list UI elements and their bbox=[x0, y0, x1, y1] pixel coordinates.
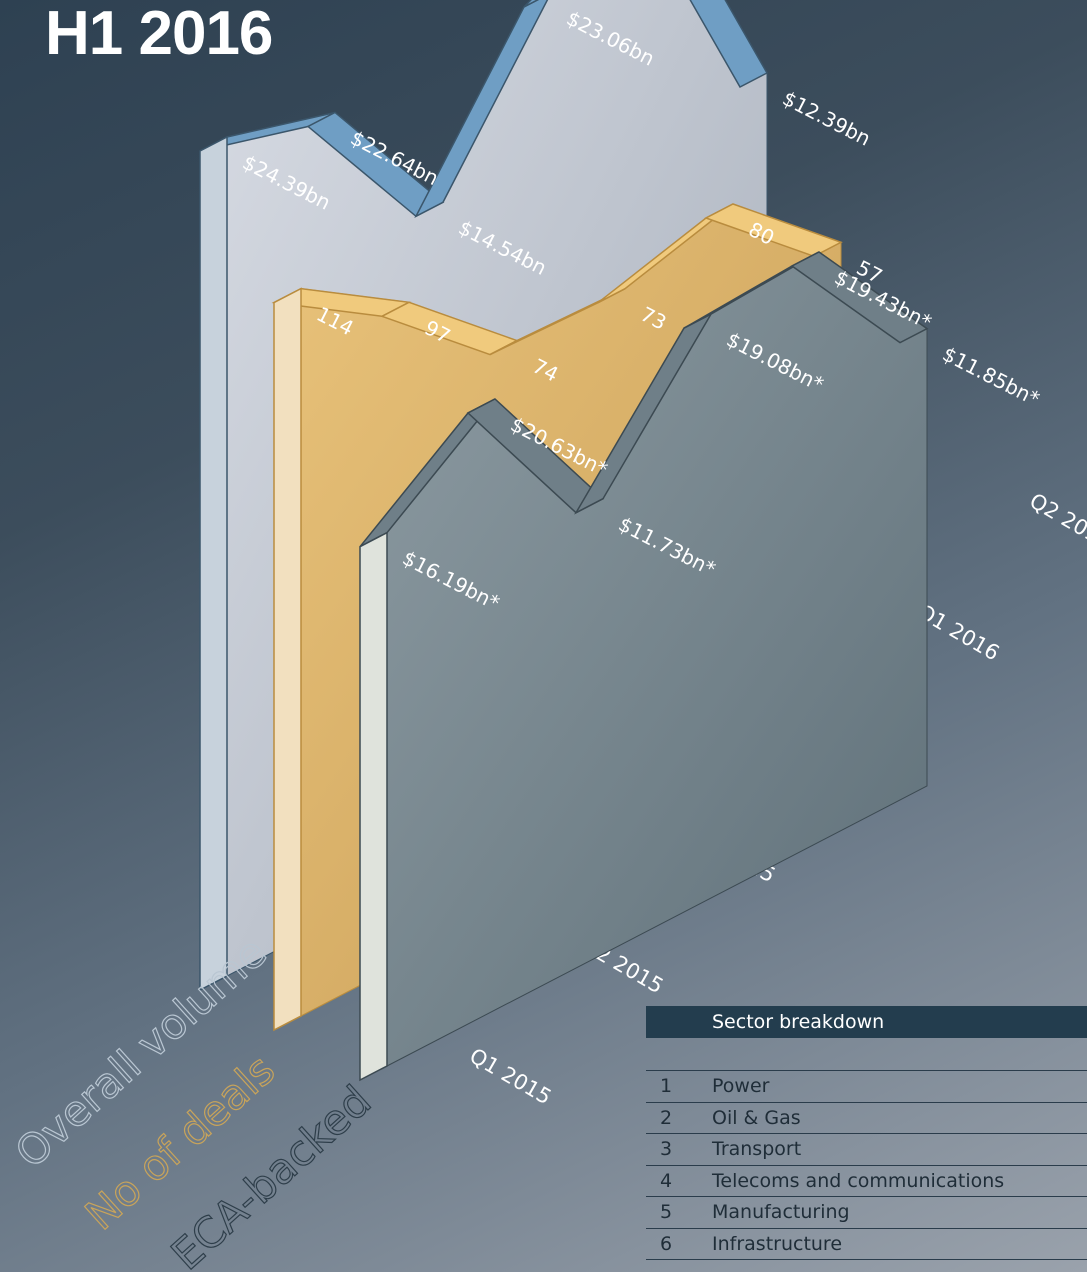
sector-row: 3 Transport bbox=[646, 1134, 1087, 1166]
value-label-0-5: $12.39bn bbox=[779, 86, 875, 151]
sector-number: 2 bbox=[660, 1106, 673, 1129]
quarter-label-0: Q1 2015 bbox=[466, 1044, 556, 1110]
sector-number: 3 bbox=[660, 1138, 673, 1161]
sector-breakdown-header: Sector breakdown bbox=[646, 1006, 1087, 1038]
wall-front-1 bbox=[273, 287, 302, 1032]
sector-row: 6 Infrastructure bbox=[646, 1229, 1087, 1260]
sector-name: Telecoms and communications bbox=[712, 1169, 1005, 1192]
wall-front-2 bbox=[359, 531, 388, 1082]
sector-row: 1 Power bbox=[646, 1071, 1087, 1103]
wall-top-0-3 bbox=[523, 0, 539, 8]
quarter-label-5: Q2 2016 bbox=[1026, 489, 1087, 555]
wall-top-0-4 bbox=[689, 0, 769, 88]
page-title: H1 2016 bbox=[45, 0, 273, 68]
sector-row: 4 Telecoms and communications bbox=[646, 1166, 1087, 1197]
sector-number: 1 bbox=[660, 1075, 673, 1098]
wall-top-0-2 bbox=[414, 0, 549, 219]
sector-row: 5 Manufacturing bbox=[646, 1197, 1087, 1229]
sector-name: Oil & Gas bbox=[712, 1106, 801, 1129]
value-label-2-5: $11.85bn* bbox=[939, 342, 1044, 411]
wall-front-0 bbox=[199, 135, 228, 992]
sector-name: Infrastructure bbox=[712, 1232, 843, 1255]
sector-number: 6 bbox=[660, 1232, 673, 1255]
sector-number: 5 bbox=[660, 1201, 673, 1224]
sector-row: 2 Oil & Gas bbox=[646, 1103, 1087, 1134]
sector-name: Manufacturing bbox=[712, 1201, 850, 1224]
wall-2: $16.19bn*$20.63bn*$11.73bn*$19.08bn*$19.… bbox=[359, 251, 1044, 1082]
sector-name: Power bbox=[712, 1075, 770, 1098]
series-label-0: Overall volume bbox=[6, 928, 276, 1178]
sector-number: 4 bbox=[660, 1169, 673, 1192]
sector-breakdown-spacer bbox=[646, 1038, 1087, 1071]
sector-breakdown-table: Sector breakdown 1 Power 2 Oil & Gas 3 Transp… bbox=[646, 1006, 1087, 1260]
sector-name: Transport bbox=[712, 1138, 802, 1161]
wall-top-1-4 bbox=[704, 203, 843, 258]
wall-top-2-4 bbox=[790, 251, 929, 344]
